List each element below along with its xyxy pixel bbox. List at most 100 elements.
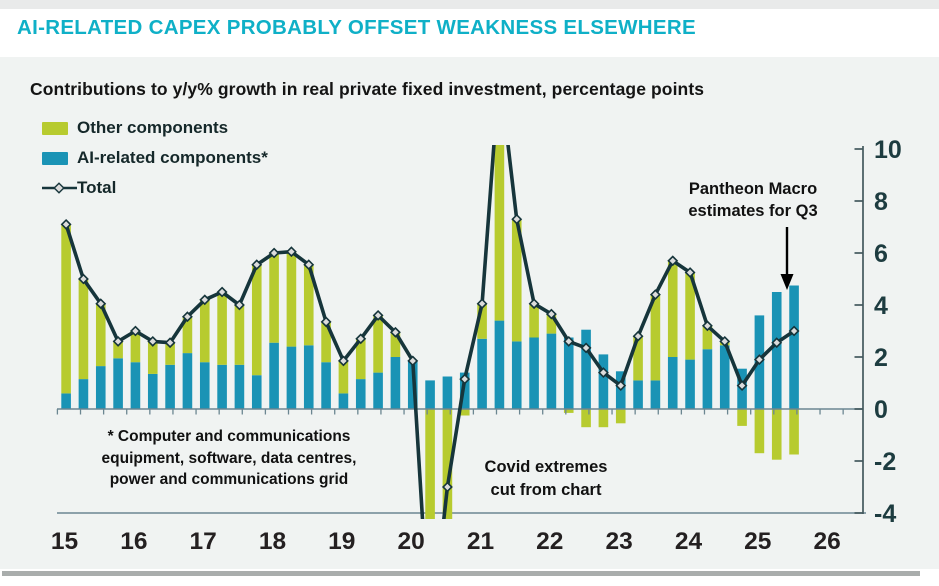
legend-label-ai: AI-related components* — [77, 148, 268, 167]
other-bar-segment — [442, 409, 453, 519]
total-marker — [303, 259, 315, 271]
other-bar-segment — [702, 325, 713, 350]
x-tick-label: 17 — [190, 528, 217, 555]
ai-bar-segment — [95, 366, 106, 409]
total-marker — [129, 325, 141, 337]
total-marker — [495, 67, 504, 76]
ai-bar-segment — [355, 379, 366, 409]
other-bar-segment — [182, 316, 193, 354]
other-bar-segment — [61, 224, 71, 394]
y-tick-label: 0 — [874, 396, 888, 424]
total-marker — [649, 289, 661, 301]
total-marker — [788, 325, 800, 337]
total-marker — [199, 294, 211, 306]
x-axis-labels: 15 16 17 18 19 20 21 22 23 24 25 26 — [51, 528, 841, 555]
ai-bar-segment — [147, 373, 158, 409]
ai-bar-segment — [182, 353, 193, 409]
ai-bar-segment — [477, 338, 487, 409]
total-marker — [511, 213, 523, 225]
other-bar-segment — [373, 315, 383, 373]
other-bar-segment — [546, 314, 557, 334]
other-bar-segment — [95, 303, 106, 367]
other-bar-segment — [147, 341, 158, 374]
ai-bar-segment — [269, 342, 279, 409]
ai-bar-segment — [321, 362, 331, 409]
x-tick-label: 20 — [398, 528, 425, 555]
ai-bar-segment — [390, 357, 401, 409]
other-bar-segment — [251, 264, 262, 376]
top-strip — [0, 0, 939, 9]
ai-components-swatch-icon — [42, 151, 68, 165]
other-bar-segment — [234, 305, 245, 365]
y-tick-label: 10 — [874, 136, 902, 164]
ai-bar-segment — [61, 393, 71, 409]
total-marker — [147, 335, 159, 347]
total-marker — [580, 342, 592, 354]
ai-bar-segment — [771, 292, 782, 409]
x-tick-label: 15 — [51, 528, 78, 555]
ai-bar-segment — [494, 320, 505, 409]
total-marker — [181, 311, 193, 323]
other-bar-segment — [685, 272, 695, 360]
legend-item-total: Total — [42, 173, 268, 203]
footnote: * Computer and communications equipment,… — [101, 428, 357, 488]
other-bar-segment — [217, 292, 227, 365]
total-marker — [372, 309, 384, 321]
total-marker — [719, 335, 731, 347]
ai-bar-segment — [251, 375, 262, 409]
ai-bar-segment — [667, 357, 678, 409]
y-tick-label: -2 — [874, 448, 896, 476]
total-marker — [545, 308, 557, 320]
other-bar-segment — [199, 299, 210, 363]
x-tick-label: 19 — [328, 528, 355, 555]
total-marker — [164, 337, 176, 349]
ai-bar-segment — [234, 364, 245, 409]
total-marker — [632, 330, 644, 342]
total-marker — [285, 246, 297, 258]
x-tick-label: 25 — [744, 528, 771, 555]
other-bar-segment — [303, 264, 314, 346]
other-bar-segment — [667, 260, 678, 357]
total-marker — [684, 267, 696, 278]
other-bar-segment — [321, 321, 331, 363]
total-marker — [268, 247, 280, 259]
legend: Other components AI-related components* … — [42, 113, 268, 203]
ai-bar-segment — [598, 354, 609, 409]
ai-bar-segment — [459, 372, 470, 409]
other-bar-segment — [338, 360, 349, 394]
other-bar-segment — [754, 409, 765, 454]
ai-bar-segment — [425, 380, 435, 409]
total-marker — [563, 335, 575, 347]
y-tick-label: 8 — [874, 188, 888, 216]
ai-bar-segment — [165, 364, 175, 409]
total-marker — [701, 320, 713, 332]
other-bar-segment — [78, 279, 89, 380]
other-bar-segment — [598, 409, 609, 428]
other-bar-segment — [650, 294, 661, 381]
page-title: AI-RELATED CAPEX PROBABLY OFFSET WEAKNES… — [17, 16, 696, 39]
ai-bar-segment — [650, 380, 661, 409]
total-marker — [771, 337, 783, 349]
other-bar-segment — [477, 303, 487, 339]
covid-annotation: Covid extremes cut from chart — [484, 458, 608, 499]
ai-bar-segment — [303, 345, 314, 409]
other-bar-segment — [737, 409, 747, 426]
other-bar-segment — [633, 336, 643, 381]
other-bar-segment — [286, 251, 297, 347]
chart-subtitle: Contributions to y/y% growth in real pri… — [30, 79, 705, 99]
other-bar-segment — [355, 338, 366, 380]
total-marker — [615, 380, 627, 392]
other-bar-segment — [789, 409, 799, 455]
other-bar-segment — [113, 341, 123, 359]
ai-bar-segment — [338, 393, 349, 409]
other-bar-segment — [130, 331, 141, 363]
legend-item-other: Other components — [42, 113, 268, 143]
ai-bar-segment — [702, 349, 713, 409]
ai-bar-segment — [546, 333, 557, 409]
total-line-marker-icon — [42, 182, 77, 194]
other-bar-segment — [771, 409, 782, 460]
down-arrow-icon — [780, 227, 794, 290]
ai-bar-segment — [286, 346, 297, 409]
total-marker — [476, 298, 488, 310]
